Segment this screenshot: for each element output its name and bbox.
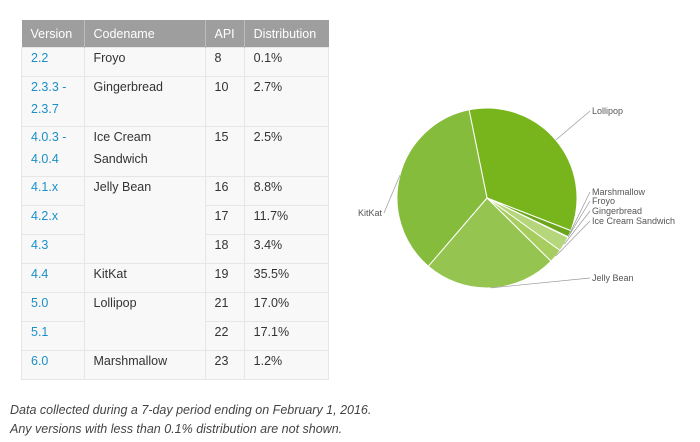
api-cell: 17 [204, 205, 245, 235]
api-cell: 16 [204, 176, 245, 206]
codename-cell: Jelly Bean [83, 176, 206, 264]
version-cell: 5.1 [21, 321, 85, 351]
api-cell: 10 [204, 76, 245, 127]
api-cell: 8 [204, 47, 245, 77]
pie-label-gingerbread: Gingerbread [592, 206, 642, 216]
codename-cell: Froyo [83, 47, 206, 77]
pie-label-kitkat: KitKat [358, 208, 383, 218]
version-link[interactable]: 4.4 [31, 267, 49, 281]
api-cell: 19 [204, 263, 245, 293]
version-link[interactable]: 6.0 [31, 354, 49, 368]
api-cell: 21 [204, 292, 245, 322]
table-row: 4.1.x Jelly Bean 16 8.8% [21, 176, 330, 264]
distribution-cell: 8.8% [243, 176, 330, 206]
distribution-cell: 17.0% [243, 292, 330, 322]
version-cell: 6.0 [21, 350, 85, 380]
header-version: Version [21, 20, 85, 48]
version-cell: 2.3.3 - 2.3.7 [21, 76, 85, 127]
version-cell: 4.0.3 - 4.0.4 [21, 126, 85, 177]
table-row: 2.3.3 - 2.3.7 Gingerbread 10 2.7% [21, 76, 330, 127]
pie-leader-line [490, 277, 591, 289]
api-cell: 22 [204, 321, 245, 351]
pie-leader-line [555, 220, 591, 257]
pie-label-jelly-bean: Jelly Bean [592, 273, 634, 283]
table-row: 2.2 Froyo 8 0.1% [21, 47, 330, 77]
version-link[interactable]: 4.2.x [31, 209, 59, 223]
api-cell: 18 [204, 234, 245, 264]
data-collection-note: Data collected during a 7-day period end… [10, 403, 372, 417]
pie-leader-line [564, 210, 591, 245]
version-link[interactable]: 2.3.3 - 2.3.7 [31, 80, 67, 116]
version-cell: 4.4 [21, 263, 85, 293]
version-link[interactable]: 4.3 [31, 238, 49, 252]
pie-slices [396, 107, 578, 289]
version-link[interactable]: 5.1 [31, 325, 49, 339]
version-cell: 4.1.x [21, 176, 85, 206]
pie-label-marshmallow: Marshmallow [592, 187, 646, 197]
api-cell: 23 [204, 350, 245, 380]
pie-label-ice-cream-sandwich: Ice Cream Sandwich [592, 216, 675, 226]
version-cell: 4.3 [21, 234, 85, 264]
api-cell: 15 [204, 126, 245, 177]
distribution-cell: 2.7% [243, 76, 330, 127]
table-body: 2.2 Froyo 8 0.1% 2.3.3 - 2.3.7 Gingerbread 10 2… [21, 47, 330, 380]
table-row: 4.3 18 3.4% [21, 234, 330, 264]
codename-cell: Gingerbread [83, 76, 206, 127]
codename-cell: KitKat [83, 263, 206, 293]
distribution-cell: 1.2% [243, 350, 330, 380]
version-cell: 4.2.x [21, 205, 85, 235]
version-cell: 5.0 [21, 292, 85, 322]
version-cell: 2.2 [21, 47, 85, 77]
codename-cell: Lollipop [83, 292, 206, 351]
table-header-row: Version Codename API Distribution [21, 20, 329, 48]
pie-leader-line [569, 191, 591, 234]
codename-cell: Ice Cream Sandwich [83, 126, 206, 177]
table-row: 4.0.3 - 4.0.4 Ice Cream Sandwich 15 2.5% [21, 126, 330, 177]
version-link[interactable]: 5.0 [31, 296, 49, 310]
pie-label-froyo: Froyo [592, 196, 615, 206]
pie-slice-lollipop [468, 107, 578, 232]
distribution-cell: 11.7% [243, 205, 330, 235]
table-row: 4.2.x 17 11.7% [21, 205, 330, 235]
distribution-cell: 0.1% [243, 47, 330, 77]
threshold-note: Any versions with less than 0.1% distrib… [10, 422, 343, 436]
distribution-cell: 17.1% [243, 321, 330, 351]
pie-leader-line [555, 110, 591, 141]
version-link[interactable]: 4.0.3 - 4.0.4 [31, 130, 67, 166]
pie-leader-line [383, 175, 401, 214]
header-distribution: Distribution [244, 20, 329, 48]
header-codename: Codename [84, 20, 206, 48]
pie-leader-line [567, 200, 591, 238]
table-row: 6.0 Marshmallow 23 1.2% [21, 350, 330, 380]
header-api: API [205, 20, 245, 48]
table-row: 5.1 22 17.1% [21, 321, 330, 351]
table-row: 4.4 KitKat 19 35.5% [21, 263, 330, 293]
version-link[interactable]: 2.2 [31, 51, 49, 65]
pie-label-lollipop: Lollipop [592, 106, 623, 116]
distribution-cell: 35.5% [243, 263, 330, 293]
version-link[interactable]: 4.1.x [31, 180, 59, 194]
codename-cell: Marshmallow [83, 350, 206, 380]
table-row: 5.0 Lollipop 21 17.0% [21, 292, 330, 351]
distribution-table: Version Codename API Distribution 2.2 Fro… [21, 20, 330, 380]
distribution-cell: 3.4% [243, 234, 330, 264]
distribution-cell: 2.5% [243, 126, 330, 177]
distribution-table-container: Version Codename API Distribution 2.2 Fro… [21, 20, 330, 380]
